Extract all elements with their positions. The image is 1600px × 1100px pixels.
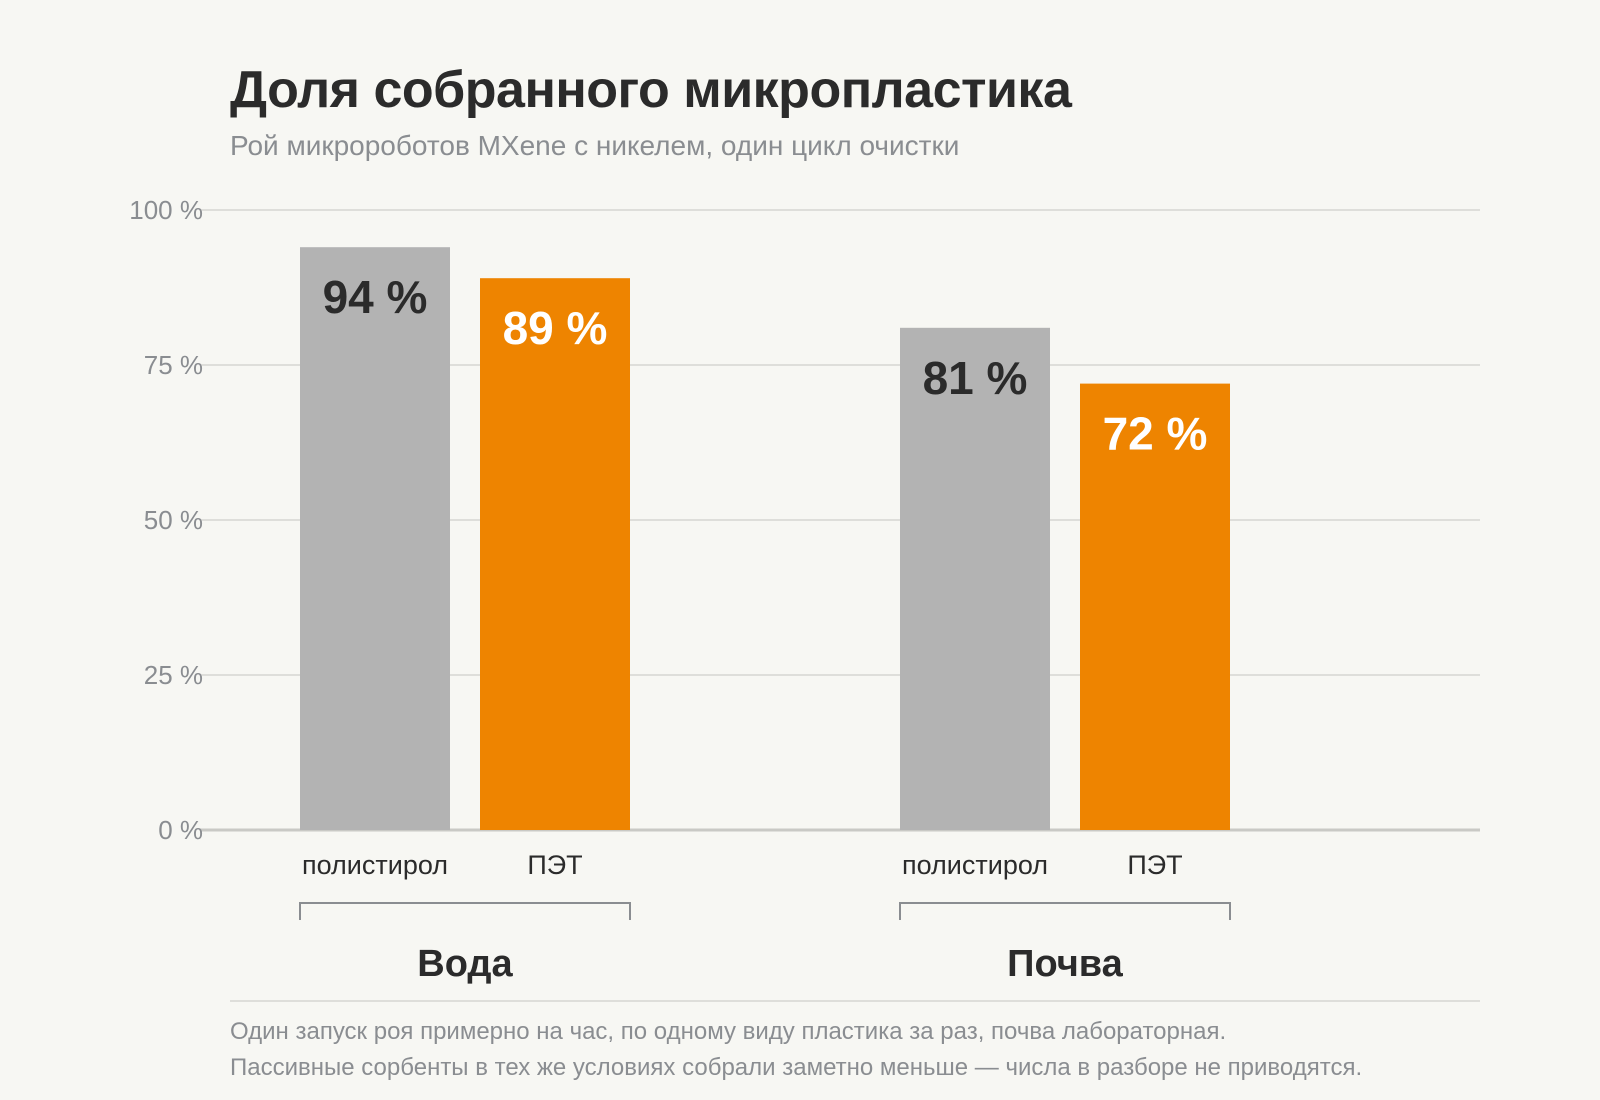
bar-soil-polystyrene	[900, 327, 1050, 830]
group-label: Вода	[417, 943, 513, 985]
y-tick-label: 25 %	[144, 660, 203, 690]
bar-water-pet	[480, 278, 630, 830]
bars	[300, 247, 1230, 830]
y-tick-label: 100 %	[129, 195, 203, 225]
y-tick-label: 75 %	[144, 350, 203, 380]
category-label: полистирол	[302, 850, 448, 880]
bar-value-label: 72 %	[1103, 408, 1208, 460]
bar-soil-pet	[1080, 383, 1230, 830]
footnote-line-1: Один запуск роя примерно на час, по одно…	[230, 1018, 1227, 1045]
bar-value-label: 89 %	[503, 302, 608, 354]
category-label: ПЭТ	[527, 850, 582, 880]
bar-value-label: 94 %	[323, 271, 428, 323]
y-tick-label: 0 %	[158, 815, 203, 845]
chart-subtitle: Рой микророботов MXene с никелем, один ц…	[230, 130, 960, 161]
group-bracket	[299, 902, 631, 920]
labels: 0 % 25 % 50 % 75 % 100 % 94 % полистирол 89 % ПЭ…	[129, 195, 1231, 985]
bar-chart: 0 % 25 % 50 % 75 % 100 % 94 % полистирол 89 % ПЭ…	[129, 195, 1480, 985]
bar-value-label: 81 %	[923, 352, 1028, 404]
category-label: полистирол	[902, 850, 1048, 880]
group-bracket	[899, 902, 1231, 920]
footnote-line-2: Пассивные сорбенты в тех же условиях соб…	[230, 1054, 1363, 1081]
category-label: ПЭТ	[1127, 850, 1182, 880]
footnote-divider	[230, 1000, 1480, 1002]
group-label: Почва	[1007, 943, 1123, 985]
y-tick-label: 50 %	[144, 505, 203, 535]
bar-water-polystyrene	[300, 247, 450, 830]
chart-title: Доля собранного микропластика	[230, 61, 1072, 119]
